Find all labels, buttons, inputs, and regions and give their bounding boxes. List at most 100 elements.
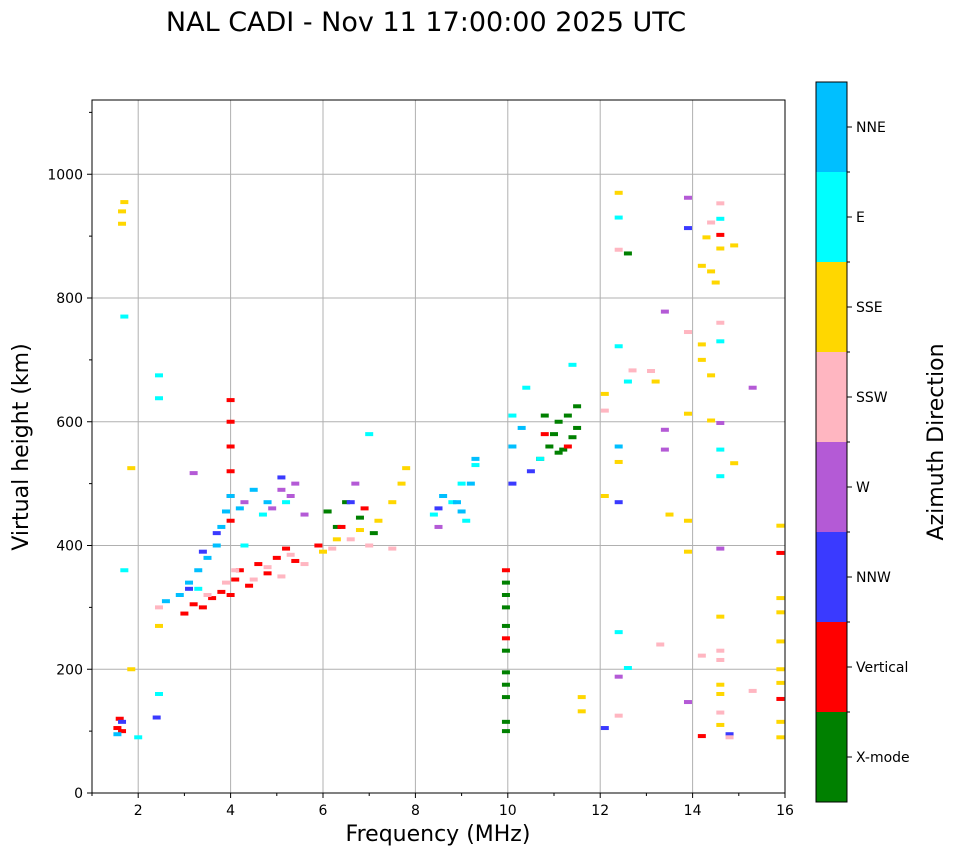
echo-point-nnw (526, 469, 535, 474)
x-axis-label: Frequency (MHz) (346, 822, 531, 847)
echo-point-e (429, 512, 438, 517)
y-axis-label: Virtual height (km) (9, 343, 34, 550)
data-marks (113, 190, 785, 740)
echo-point-ssw (388, 546, 397, 551)
echo-point-nnw (434, 506, 443, 511)
echo-point-nne (249, 487, 258, 492)
echo-point-vertical (501, 568, 510, 573)
echo-point-ssw (263, 565, 272, 570)
echo-point-ssw (249, 577, 258, 582)
echo-point-vertical (314, 543, 323, 548)
echo-point-sse (702, 235, 711, 240)
colorbar-segment (816, 262, 847, 352)
colorbar-tick-label: E (856, 210, 865, 226)
echo-point-vertical (254, 562, 263, 567)
echo-point-sse (651, 379, 660, 384)
echo-point-sse (716, 692, 725, 696)
echo-point-sse (716, 682, 725, 687)
echo-point-ssw (328, 546, 337, 551)
echo-point-ssw (614, 713, 623, 718)
echo-point-e (614, 630, 623, 635)
echo-point-sse (127, 667, 136, 672)
plot-frame (91, 99, 786, 794)
echo-point-sse (397, 481, 406, 486)
echo-point-nne (508, 444, 517, 449)
echo-point-w (683, 195, 692, 200)
echo-point-e (365, 432, 374, 437)
echo-point-sse (600, 391, 609, 396)
echo-point-nnw (600, 726, 609, 731)
echo-point-ssw (716, 201, 725, 206)
echo-point-sse (127, 466, 136, 471)
echo-point-e (258, 512, 267, 517)
echo-point-sse (776, 596, 785, 601)
echo-point-x-mode (501, 695, 510, 700)
echo-point-x-mode (545, 444, 554, 449)
echo-point-ssw (716, 710, 725, 715)
echo-point-sse (332, 537, 341, 542)
echo-point-nne (113, 732, 122, 737)
echo-point-vertical (540, 432, 549, 437)
x-tick-label: 4 (226, 803, 235, 819)
echo-point-sse (730, 243, 739, 248)
echo-point-e (194, 586, 203, 591)
echo-point-sse (697, 263, 706, 268)
echo-point-sse (730, 461, 739, 466)
echo-point-w (300, 512, 309, 517)
echo-point-x-mode (501, 623, 510, 628)
echo-point-w (240, 500, 249, 505)
echo-point-vertical (263, 571, 272, 576)
colorbar-tick-label: NNE (856, 120, 886, 136)
echo-point-sse (716, 246, 725, 251)
echo-point-x-mode (573, 425, 582, 430)
echo-point-x-mode (559, 447, 568, 452)
echo-point-x-mode (369, 531, 378, 536)
echo-point-nne (457, 509, 466, 514)
colorbar-tick-label: Vertical (856, 660, 908, 676)
echo-point-ssw (683, 330, 692, 335)
echo-point-x-mode (501, 648, 510, 653)
echo-point-x-mode (501, 605, 510, 610)
echo-point-sse (388, 500, 397, 505)
colorbar-segment (816, 712, 847, 802)
echo-point-vertical (776, 696, 785, 701)
echo-point-nnw (118, 719, 127, 724)
colorbar-tick-label: W (856, 480, 870, 496)
x-tick-label: 6 (319, 803, 328, 819)
colorbar-segment (816, 82, 847, 172)
echo-point-nnw (185, 586, 194, 591)
echo-point-x-mode (332, 524, 341, 529)
echo-point-nnw (198, 549, 207, 554)
echo-point-nnw (614, 500, 623, 505)
x-tick-label: 8 (411, 803, 420, 819)
echo-point-sse (374, 518, 383, 523)
echo-point-nnw (277, 475, 286, 480)
echo-point-vertical (113, 726, 122, 731)
echo-point-sse (683, 549, 692, 554)
echo-point-vertical (360, 506, 369, 511)
echo-point-w (189, 471, 198, 476)
echo-point-e (522, 385, 531, 390)
colorbar-segment (816, 622, 847, 712)
echo-point-vertical (272, 555, 281, 560)
echo-point-nne (263, 500, 272, 505)
echo-point-vertical (226, 593, 235, 597)
echo-point-w (660, 447, 669, 452)
echo-point-w (660, 309, 669, 314)
echo-point-vertical (716, 232, 725, 237)
echo-point-nne (212, 543, 221, 548)
echo-point-vertical (226, 444, 235, 449)
echo-point-x-mode (501, 729, 510, 734)
echo-point-vertical (226, 419, 235, 424)
echo-point-w (716, 420, 725, 425)
echo-point-sse (154, 623, 163, 628)
grid-lines (92, 100, 786, 794)
echo-point-vertical (226, 398, 235, 403)
echo-point-ssw (346, 537, 355, 542)
echo-point-nne (235, 506, 244, 511)
echo-point-nnw (725, 732, 734, 737)
echo-point-e (623, 666, 632, 671)
echo-point-x-mode (501, 580, 510, 585)
echo-point-x-mode (568, 435, 577, 440)
echo-point-vertical (118, 729, 127, 734)
